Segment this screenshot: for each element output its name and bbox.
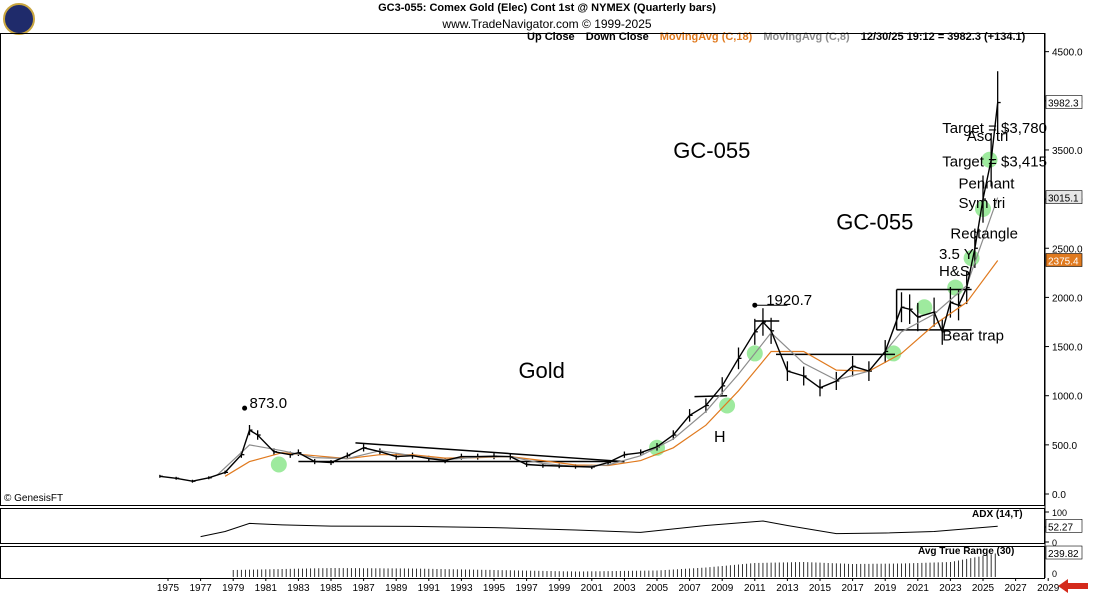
atr-label: Avg True Range (30)	[918, 546, 1015, 557]
price-panel-frame	[0, 33, 1045, 506]
y-tick-label: 500.0	[1052, 441, 1077, 452]
annotation-label: Gold	[518, 358, 564, 383]
annotation-label: 873.0	[250, 395, 288, 412]
last-ma8-label-box	[1045, 190, 1083, 204]
x-tick-label: 1981	[255, 583, 278, 594]
support-highlight	[981, 151, 998, 168]
x-tick-label: 2007	[678, 583, 701, 594]
x-tick-label: 1995	[483, 583, 506, 594]
x-tick-label: 1975	[157, 583, 180, 594]
y-tick-label: 1000.0	[1052, 392, 1083, 403]
x-tick-label: 2029	[1037, 583, 1060, 594]
support-highlight	[719, 397, 736, 414]
x-tick-label: 1979	[222, 583, 245, 594]
adx-line	[200, 520, 998, 538]
x-tick-label: 2027	[1004, 583, 1027, 594]
x-tick-label: 2017	[841, 583, 864, 594]
support-highlight	[916, 299, 933, 316]
x-tick-label: 2003	[613, 583, 636, 594]
support-highlight	[885, 345, 902, 362]
annotation-label: Sym tri	[959, 195, 1006, 212]
adx-tick-label: 0	[1052, 538, 1057, 548]
x-tick-label: 2009	[711, 583, 734, 594]
annotation-label: H	[714, 429, 726, 446]
tradenavigator-logo-icon	[3, 3, 35, 35]
ma8-line	[216, 197, 999, 476]
pattern-line	[355, 442, 625, 463]
support-highlight	[270, 456, 287, 473]
x-tick-label: 1987	[352, 583, 375, 594]
copyright: © GenesisFT	[4, 493, 64, 504]
x-tick-label: 2011	[744, 583, 766, 594]
annotation-label: Bear trap	[942, 328, 1004, 345]
annotation-label: Pennant	[959, 175, 1016, 192]
chart-subtitle: www.TradeNavigator.com © 1999-2025	[442, 17, 652, 31]
x-tick-label: 1983	[287, 583, 310, 594]
last-atr-label-box	[1045, 545, 1083, 560]
ma18-line	[224, 260, 999, 477]
last-ma8-label: 3015.1	[1048, 194, 1079, 205]
x-tick-label: 2013	[776, 583, 799, 594]
adx-panel-frame	[0, 508, 1045, 544]
last-atr-label: 239.82	[1048, 549, 1079, 560]
x-tick-label: 2021	[907, 583, 930, 594]
x-tick-label: 1999	[548, 583, 571, 594]
last-adx-label-box	[1045, 519, 1083, 533]
annotation-label: Rectangle	[950, 225, 1018, 242]
x-tick-label: 1997	[515, 583, 538, 594]
last-price-label: 3982.3	[1048, 99, 1079, 110]
annotation-label: H&S	[939, 263, 970, 280]
last-ma18-label: 2375.4	[1048, 256, 1079, 267]
x-tick-label: 1977	[189, 583, 212, 594]
x-tick-label: 1991	[418, 583, 441, 594]
x-tick-label: 2001	[581, 583, 604, 594]
annotation-label: Target = $3,780	[942, 120, 1047, 137]
x-tick-label: 2005	[646, 583, 669, 594]
x-tick-label: 2019	[874, 583, 897, 594]
annotation-label: Asc tri	[967, 128, 1009, 145]
last-adx-label: 52.27	[1048, 522, 1073, 533]
last-price-label-box	[1045, 95, 1083, 109]
x-tick-label: 2015	[809, 583, 832, 594]
y-tick-label: 2500.0	[1052, 244, 1083, 255]
y-tick-label: 1500.0	[1052, 343, 1083, 354]
annotation-label: GC-055	[836, 210, 913, 235]
last-ma18-label-box	[1045, 253, 1083, 267]
y-tick-label: 3500.0	[1052, 146, 1083, 157]
adx-tick-label: 100	[1052, 508, 1067, 518]
annotation-label: GC-055	[673, 138, 750, 163]
scroll-left-arrow-icon[interactable]	[1058, 579, 1088, 593]
peak-marker	[242, 405, 248, 411]
x-tick-label: 1985	[320, 583, 343, 594]
x-tick-label: 2025	[972, 583, 995, 594]
annotation-label: 3.5 Y	[939, 246, 974, 263]
x-tick-label: 1989	[385, 583, 408, 594]
support-highlight	[947, 279, 964, 296]
x-tick-label: 1993	[450, 583, 473, 594]
annotation-label: Target = $3,415	[942, 154, 1047, 171]
x-tick-label: 2023	[939, 583, 962, 594]
y-tick-label: 2000.0	[1052, 293, 1083, 304]
pattern-line	[694, 394, 728, 398]
atr-tick-label: 0	[1052, 569, 1057, 579]
annotation-label: 1920.7	[766, 292, 812, 309]
chart-title: GC3-055: Comex Gold (Elec) Cont 1st @ NY…	[378, 2, 716, 14]
y-tick-label: 0.0	[1052, 490, 1066, 501]
y-tick-label: 4500.0	[1052, 48, 1083, 59]
price-line	[159, 102, 999, 482]
adx-label: ADX (14,T)	[972, 509, 1023, 520]
